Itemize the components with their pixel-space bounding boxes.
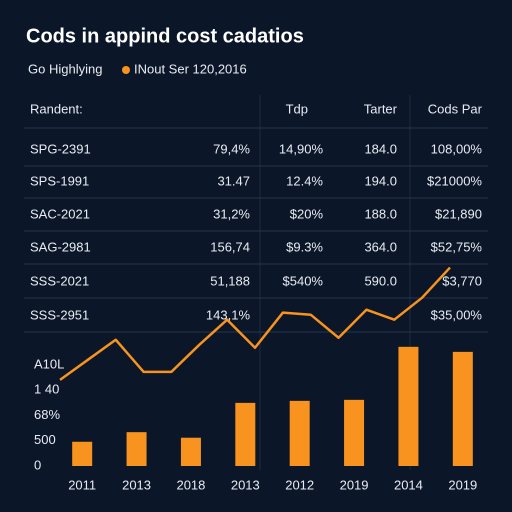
bar [452,351,473,466]
table-cell: 108,00% [431,141,483,156]
table-cell: $3,770 [442,273,482,288]
table-cell: 31.47 [217,173,250,188]
table-cell: SAG-2981 [30,239,91,254]
x-tick-label: 2014 [394,477,423,492]
table-cell: 14,90% [279,141,324,156]
table-cell: 590.0 [364,273,397,288]
x-tick-label: 2018 [176,477,205,492]
bar [126,432,147,466]
x-tick-label: 2012 [285,477,314,492]
table-cell: 31,2% [213,206,250,221]
column-header: Tdp [286,101,308,116]
table-cell: $35,00% [431,307,483,322]
table-cell: SSS-2951 [30,307,89,322]
table-cell: 143,1% [206,307,251,322]
legend-swatch [122,66,130,74]
y-tick-label: 500 [34,432,56,447]
table-cell: 194.0 [364,173,397,188]
table-cell: $9.3% [286,239,323,254]
table-cell: SSS-2021 [30,273,89,288]
bar [398,346,419,466]
bar [344,399,365,466]
y-tick-label: A10L [34,356,64,371]
table-cell: $20% [290,206,324,221]
line [59,266,451,381]
table-cell: $52,75% [431,239,483,254]
table-cell: 156,74 [210,239,250,254]
y-tick-label: 68% [34,407,60,422]
table-cell: 12.4% [286,173,323,188]
bar [235,402,256,466]
table-cell: 184.0 [364,141,397,156]
column-header: Tarter [364,101,398,116]
table-cell: $540% [283,273,324,288]
x-tick-label: 2019 [448,477,477,492]
bar [72,441,93,466]
table-cell: $21000% [427,173,482,188]
x-tick-label: 2011 [68,477,96,492]
bar [180,437,201,466]
bar [289,400,310,466]
y-tick-label: 0 [34,457,41,472]
table-cell: 364.0 [364,239,397,254]
table-cell: SPG-2391 [30,141,91,156]
x-tick-label: 2013 [231,477,260,492]
column-header: Randent: [30,101,83,116]
table-cell: 188.0 [364,206,397,221]
table-cell: 51,188 [210,273,250,288]
x-tick-label: 2019 [340,477,369,492]
column-header: Cods Par [428,101,483,116]
y-tick-label: 1 40 [34,382,59,397]
x-tick-label: 2013 [122,477,151,492]
subtitle: Go Highlying [28,61,102,76]
table-cell: SPS-1991 [30,173,89,188]
table-cell: $21,890 [435,206,482,221]
legend-label: INout Ser 120,2016 [134,61,247,76]
title: Cods in appind cost cadatios [26,25,304,47]
table-cell: 79,4% [213,141,250,156]
table-cell: SAC-2021 [30,206,90,221]
